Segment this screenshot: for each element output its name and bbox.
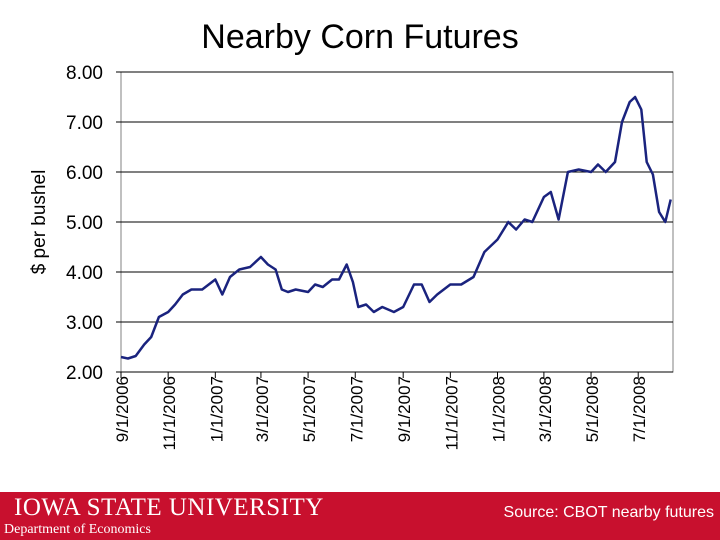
x-tick-label: 3/1/2007 xyxy=(253,376,272,442)
chart: 2.00 3.00 4.00 5.00 6.00 7.00 8.00 9/1/2006 11/… xyxy=(66,63,674,450)
x-tick-label: 11/1/2006 xyxy=(160,376,179,450)
y-tick-label: 8.00 xyxy=(66,63,103,84)
y-tick-label: 7.00 xyxy=(66,113,103,134)
x-tick-label: 7/1/2007 xyxy=(347,376,366,442)
chart-title: Nearby Corn Futures xyxy=(201,18,519,56)
y-axis-ticks: 2.00 3.00 4.00 5.00 6.00 7.00 8.00 xyxy=(66,63,121,384)
x-tick-label: 9/1/2007 xyxy=(395,376,414,442)
x-tick-label: 3/1/2008 xyxy=(536,376,555,442)
x-tick-label: 11/1/2007 xyxy=(442,376,461,450)
corn-price-line xyxy=(120,95,672,360)
department-label: Department of Economics xyxy=(4,522,151,537)
x-tick-label: 1/1/2008 xyxy=(490,376,509,442)
y-tick-label: 3.00 xyxy=(66,313,103,334)
y-tick-label: 2.00 xyxy=(66,363,103,384)
source-note: Source: CBOT nearby futures xyxy=(503,504,714,521)
y-tick-label: 4.00 xyxy=(66,263,103,284)
x-tick-label: 5/1/2008 xyxy=(583,376,602,442)
x-tick-label: 7/1/2008 xyxy=(630,376,649,442)
university-logo: IOWA STATE UNIVERSITY xyxy=(14,494,324,521)
x-tick-label: 9/1/2006 xyxy=(113,376,132,442)
y-tick-label: 6.00 xyxy=(66,163,103,184)
x-axis-ticks: 9/1/2006 11/1/2006 1/1/2007 3/1/2007 5/1/200… xyxy=(113,372,649,450)
y-tick-label: 5.00 xyxy=(66,213,103,234)
x-tick-label: 5/1/2007 xyxy=(300,376,319,442)
x-tick-label: 1/1/2007 xyxy=(207,376,226,442)
gridlines xyxy=(121,71,673,373)
footer-bar: IOWA STATE UNIVERSITY Department of Econ… xyxy=(0,492,720,540)
y-axis-label: $ per bushel xyxy=(29,169,50,275)
